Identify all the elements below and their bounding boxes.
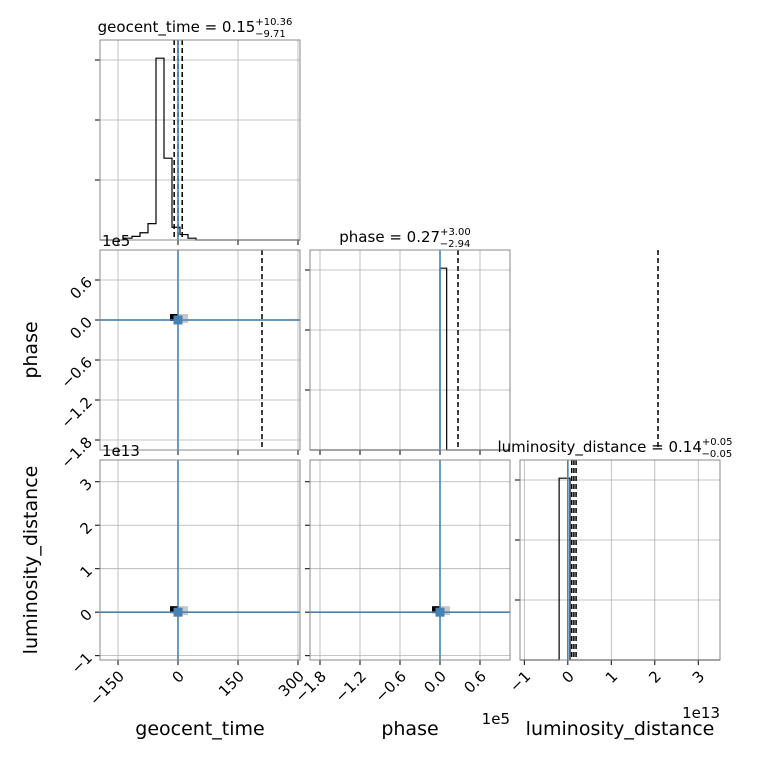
ytick-label-luminosity_distance-1: 0 xyxy=(77,605,96,624)
text-layer: geocent_time = 0.15+10.36 −9.71−1.8−1.2−0… xyxy=(20,17,733,740)
title-main-geocent_time: geocent_time = 0.15 xyxy=(98,18,256,37)
xtick-label-luminosity_distance-4: 3 xyxy=(689,667,708,686)
density-core-light-panel-phase-luminosity_distance xyxy=(440,606,450,616)
xtick-label-luminosity_distance-2: 1 xyxy=(602,667,621,686)
frame-panel-phase-phase xyxy=(309,249,511,451)
diagonal-title-luminosity_distance: luminosity_distance = 0.14+0.05 −0.05 xyxy=(497,437,732,460)
xtick-label-phase-1: −1.2 xyxy=(332,667,370,705)
title-main-luminosity_distance: luminosity_distance = 0.14 xyxy=(497,438,701,457)
grid-layer xyxy=(100,40,720,660)
xtick-label-phase-3: 0.0 xyxy=(420,667,450,697)
data-layer xyxy=(100,40,720,661)
title-lower-err-phase: −2.94 xyxy=(440,239,471,250)
title-upper-err-geocent_time: +10.36 xyxy=(255,17,292,28)
title-main-phase: phase = 0.27 xyxy=(339,228,440,246)
xlabel-luminosity_distance: luminosity_distance xyxy=(526,718,715,740)
ylabel-luminosity_distance: luminosity_distance xyxy=(20,466,42,655)
ytick-label-luminosity_distance-4: 3 xyxy=(77,475,96,494)
offset-text-y-phase: 1e5 xyxy=(102,232,130,250)
offset-text-x-luminosity_distance: 1e13 xyxy=(682,704,720,722)
xtick-label-luminosity_distance-3: 2 xyxy=(645,667,664,686)
xtick-label-luminosity_distance-1: 0 xyxy=(558,667,577,686)
xtick-label-phase-2: −0.6 xyxy=(372,667,410,705)
frame-panel-geocent_time-luminosity_distance xyxy=(99,459,301,661)
ytick-label-phase-4: 0.6 xyxy=(66,273,96,303)
xtick-label-luminosity_distance-0: −1 xyxy=(506,667,534,695)
histogram-luminosity_distance xyxy=(520,477,720,661)
xlabel-phase: phase xyxy=(381,718,438,740)
density-core-light-panel-geocent_time-luminosity_distance xyxy=(178,606,188,616)
title-lower-err-luminosity_distance: −0.05 xyxy=(702,449,733,460)
ytick-label-phase-3: 0.0 xyxy=(66,313,96,343)
title-upper-err-phase: +3.00 xyxy=(440,227,471,238)
frame-panel-geocent_time-geocent_time xyxy=(99,39,301,241)
title-lower-err-geocent_time: −9.71 xyxy=(255,29,286,40)
ylabel-phase: phase xyxy=(20,321,42,378)
xtick-label-geocent_time-2: 150 xyxy=(215,667,248,700)
xtick-label-phase-4: 0.6 xyxy=(460,667,490,697)
frame-panel-luminosity_distance-luminosity_distance xyxy=(519,459,721,661)
diagonal-title-geocent_time: geocent_time = 0.15+10.36 −9.71 xyxy=(98,17,293,40)
offset-text-y-luminosity_distance: 1e13 xyxy=(102,442,140,460)
frame-panel-geocent_time-phase xyxy=(99,249,301,451)
ytick-label-luminosity_distance-2: 1 xyxy=(77,562,96,581)
xtick-label-geocent_time-1: 0 xyxy=(169,667,188,686)
ytick-label-phase-0: −1.8 xyxy=(58,433,96,471)
ytick-label-phase-2: −0.6 xyxy=(58,353,96,391)
frame-panel-phase-luminosity_distance xyxy=(309,459,511,661)
ytick-label-luminosity_distance-3: 2 xyxy=(77,518,96,537)
title-upper-err-luminosity_distance: +0.05 xyxy=(702,437,733,448)
density-core-light-panel-geocent_time-phase xyxy=(178,314,188,323)
truth-point-panel-phase-luminosity_distance xyxy=(435,607,445,617)
diagonal-title-phase: phase = 0.27+3.00 −2.94 xyxy=(339,227,470,250)
ytick-label-luminosity_distance-0: −1 xyxy=(68,649,96,677)
frame-layer xyxy=(95,39,721,665)
xlabel-geocent_time: geocent_time xyxy=(135,718,264,740)
histogram-geocent_time xyxy=(100,57,300,241)
truth-point-panel-geocent_time-phase xyxy=(173,315,183,325)
ytick-label-phase-1: −1.2 xyxy=(58,393,96,431)
truth-point-panel-geocent_time-luminosity_distance xyxy=(173,607,183,617)
xtick-label-geocent_time-0: −150 xyxy=(86,667,128,709)
offset-text-x-phase: 1e5 xyxy=(482,710,510,728)
